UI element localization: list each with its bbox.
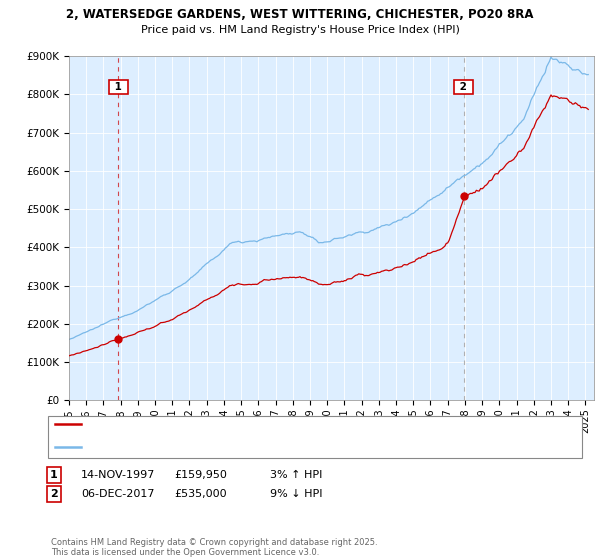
Text: 1: 1 xyxy=(50,470,58,480)
Text: 3% ↑ HPI: 3% ↑ HPI xyxy=(270,470,322,480)
Text: 2, WATERSEDGE GARDENS, WEST WITTERING, CHICHESTER, PO20 8RA (detached house): 2, WATERSEDGE GARDENS, WEST WITTERING, C… xyxy=(86,419,521,430)
Text: 06-DEC-2017: 06-DEC-2017 xyxy=(81,489,155,499)
Text: HPI: Average price, detached house, Chichester: HPI: Average price, detached house, Chic… xyxy=(86,442,319,452)
Text: Contains HM Land Registry data © Crown copyright and database right 2025.
This d: Contains HM Land Registry data © Crown c… xyxy=(51,538,377,557)
Text: 1: 1 xyxy=(111,82,125,92)
Text: 2: 2 xyxy=(50,489,58,499)
Text: 14-NOV-1997: 14-NOV-1997 xyxy=(81,470,155,480)
Text: £535,000: £535,000 xyxy=(174,489,227,499)
Text: Price paid vs. HM Land Registry's House Price Index (HPI): Price paid vs. HM Land Registry's House … xyxy=(140,25,460,35)
Text: 2: 2 xyxy=(456,82,471,92)
Text: 9% ↓ HPI: 9% ↓ HPI xyxy=(270,489,323,499)
Text: £159,950: £159,950 xyxy=(174,470,227,480)
Text: 2, WATERSEDGE GARDENS, WEST WITTERING, CHICHESTER, PO20 8RA: 2, WATERSEDGE GARDENS, WEST WITTERING, C… xyxy=(66,8,534,21)
